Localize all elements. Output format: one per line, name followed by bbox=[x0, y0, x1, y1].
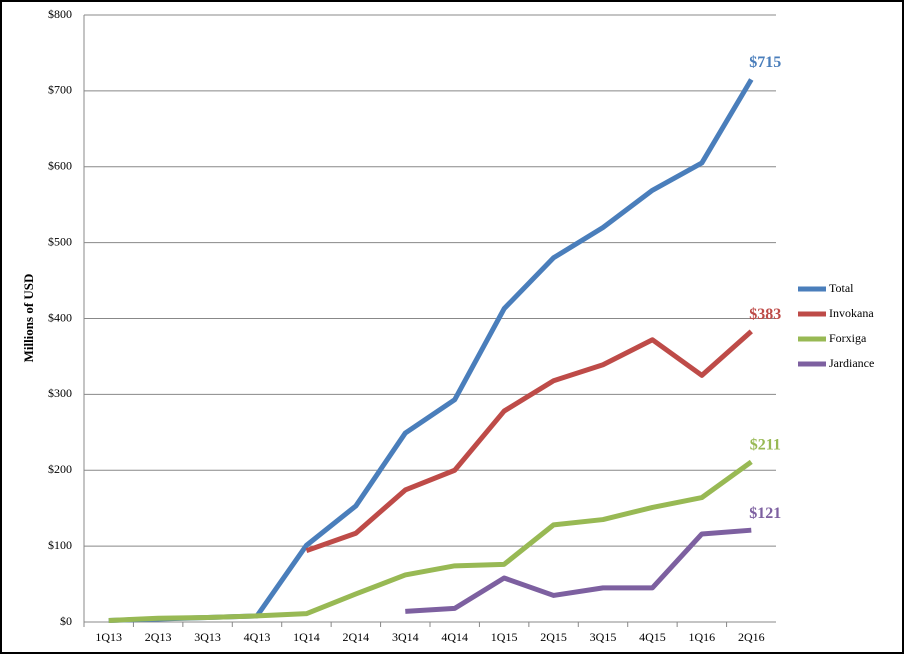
x-tick-label: 4Q13 bbox=[244, 630, 271, 644]
y-tick-label: $400 bbox=[48, 310, 72, 324]
x-tick-label: 1Q13 bbox=[95, 630, 122, 644]
x-tick-label: 4Q14 bbox=[441, 630, 468, 644]
x-tick-label: 2Q13 bbox=[145, 630, 172, 644]
legend-label: Forxiga bbox=[829, 331, 867, 345]
legend-label: Jardiance bbox=[829, 356, 874, 370]
y-tick-label: $100 bbox=[48, 538, 72, 552]
legend-label: Invokana bbox=[829, 306, 874, 320]
y-tick-label: $200 bbox=[48, 462, 72, 476]
y-tick-label: $500 bbox=[48, 234, 72, 248]
y-tick-label: $700 bbox=[48, 83, 72, 97]
y-tick-label: $600 bbox=[48, 159, 72, 173]
x-tick-label: 1Q15 bbox=[491, 630, 518, 644]
y-axis-label: Millions of USD bbox=[21, 274, 36, 363]
series-line bbox=[305, 329, 753, 554]
x-tick-label: 2Q15 bbox=[540, 630, 567, 644]
series-line bbox=[405, 527, 752, 614]
value-label: $121 bbox=[749, 505, 781, 522]
y-tick-label: $300 bbox=[48, 386, 72, 400]
x-tick-label: 1Q16 bbox=[689, 630, 716, 644]
x-tick-label: 4Q15 bbox=[639, 630, 666, 644]
x-tick-label: 1Q14 bbox=[293, 630, 320, 644]
x-tick-label: 3Q14 bbox=[392, 630, 419, 644]
legend-label: Total bbox=[829, 281, 854, 295]
x-tick-label: 3Q13 bbox=[194, 630, 221, 644]
value-label: $211 bbox=[750, 437, 781, 454]
x-tick-label: 3Q15 bbox=[590, 630, 617, 644]
x-tick-label: 2Q16 bbox=[738, 630, 765, 644]
y-tick-label: $0 bbox=[60, 614, 72, 628]
value-label: $715 bbox=[749, 54, 781, 71]
value-label: $383 bbox=[749, 306, 781, 323]
series-line bbox=[108, 459, 753, 623]
y-tick-label: $800 bbox=[48, 7, 72, 21]
x-tick-label: 2Q14 bbox=[343, 630, 370, 644]
